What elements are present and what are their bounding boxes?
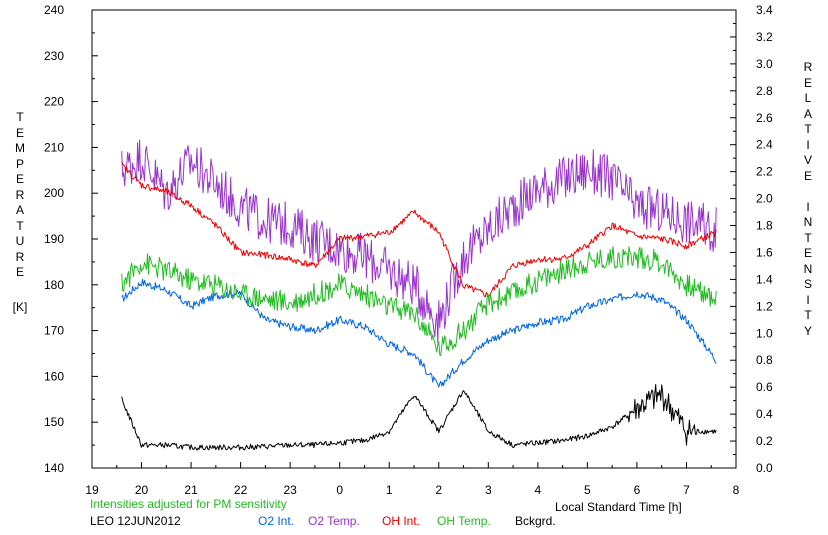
x-tick-label: 22 [234,483,248,497]
right-tick-label: 0.4 [756,407,773,421]
ticks-layer: 1401501601701801902002102202302400.00.20… [44,3,773,497]
x-tick-label: 1 [386,483,393,497]
series-line-o2-temp [121,139,717,344]
left-tick-label: 210 [44,140,64,154]
right-tick-label: 1.8 [756,219,773,233]
x-tick-label: 8 [733,483,740,497]
series-line-oh-temp [121,246,717,356]
right-tick-label: 1.2 [756,299,773,313]
right-tick-label: 2.2 [756,165,773,179]
legend-oh-int: OH Int. [382,514,421,528]
right-tick-label: 3.0 [756,57,773,71]
right-tick-label: 0.6 [756,380,773,394]
right-tick-label: 0.2 [756,434,773,448]
left-tick-label: 160 [44,369,64,383]
x-tick-label: 19 [85,483,99,497]
x-tick-label: 5 [584,483,591,497]
legend-oh-temp: OH Temp. [437,514,491,528]
x-tick-label: 2 [435,483,442,497]
y-axis-left-unit: [K] [12,300,28,314]
right-tick-label: 3.4 [756,3,773,17]
right-tick-label: 2.8 [756,84,773,98]
right-tick-label: 1.4 [756,272,773,286]
series-line-o2-int [121,278,717,388]
plot-frame [91,9,737,469]
left-tick-label: 230 [44,49,64,63]
x-axis-title: Local Standard Time [h] [555,500,682,514]
left-tick-label: 200 [44,186,64,200]
x-tick-label: 23 [283,483,297,497]
right-tick-label: 1.6 [756,245,773,259]
left-tick-label: 180 [44,278,64,292]
legend-o2-temp: O2 Temp. [308,514,360,528]
x-tick-label: 3 [485,483,492,497]
left-tick-label: 190 [44,232,64,246]
left-tick-label: 220 [44,95,64,109]
series-layer [121,139,717,451]
right-tick-label: 3.2 [756,30,773,44]
right-tick-label: 2.0 [756,192,773,206]
left-tick-label: 150 [44,415,64,429]
right-tick-label: 0.0 [756,461,773,475]
legend-bckgrd: Bckgrd. [515,514,556,528]
x-tick-label: 20 [135,483,149,497]
legend-o2-int: O2 Int. [258,514,295,528]
x-tick-label: 7 [683,483,690,497]
x-tick-label: 21 [184,483,198,497]
right-tick-label: 2.4 [756,138,773,152]
x-tick-label: 6 [634,483,641,497]
series-line-bckgrd [121,384,717,451]
x-tick-label: 4 [535,483,542,497]
note-pm-sensitivity: Intensities adjusted for PM sensitivity [90,497,287,511]
right-tick-label: 2.6 [756,111,773,125]
right-tick-label: 0.8 [756,353,773,367]
note-date: LEO 12JUN2012 [90,514,181,528]
left-tick-label: 170 [44,324,64,338]
x-tick-label: 0 [336,483,343,497]
left-tick-label: 140 [44,461,64,475]
right-tick-label: 1.0 [756,326,773,340]
left-tick-label: 240 [44,3,64,17]
series-line-oh-int [121,161,717,298]
